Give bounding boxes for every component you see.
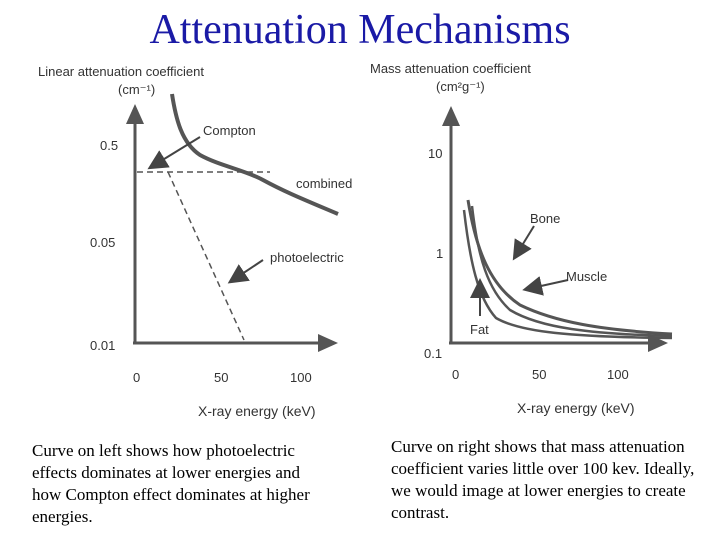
left-x-tick-100: 100	[290, 370, 312, 385]
right-y-tick-0.1: 0.1	[424, 346, 442, 361]
left-y-tick-0.5: 0.5	[100, 138, 118, 153]
left-y-axis-title: Linear attenuation coefficient	[38, 64, 204, 79]
fat-curve	[462, 209, 673, 340]
left-y-axis-arrowhead	[126, 104, 144, 124]
left-x-tick-0: 0	[133, 370, 140, 385]
combined-curve	[170, 93, 339, 216]
compton-pointer-arrow	[147, 136, 201, 170]
right-graph: Mass attenuation coefficient (cm²g⁻¹) 10…	[370, 61, 673, 416]
muscle-pointer-arrow	[522, 276, 569, 296]
right-y-tick-10: 10	[428, 146, 442, 161]
right-x-tick-0: 0	[452, 367, 459, 382]
right-caption: Curve on right shows that mass attenuati…	[391, 437, 695, 522]
left-x-axis-arrowhead	[318, 334, 338, 352]
photoelectric-curve	[167, 171, 245, 341]
combined-label: combined	[296, 176, 352, 191]
right-y-axis-arrowhead	[442, 106, 460, 126]
bone-label: Bone	[530, 211, 560, 226]
right-x-axis-title: X-ray energy (keV)	[517, 400, 634, 416]
muscle-label: Muscle	[566, 269, 607, 284]
left-y-axis-unit: (cm⁻¹)	[118, 82, 155, 97]
bone-curve	[466, 199, 673, 336]
right-y-tick-1: 1	[436, 246, 443, 261]
bone-pointer-arrow	[512, 225, 535, 261]
right-x-tick-100: 100	[607, 367, 629, 382]
fat-label: Fat	[470, 322, 489, 337]
left-caption: Curve on left shows how photoelectric ef…	[32, 441, 310, 526]
right-y-axis-title: Mass attenuation coefficient	[370, 61, 531, 76]
photoelectric-label: photoelectric	[270, 250, 344, 265]
left-y-tick-0.05: 0.05	[90, 235, 115, 250]
compton-label: Compton	[203, 123, 256, 138]
slide-title: Attenuation Mechanisms	[149, 7, 571, 53]
left-graph: Linear attenuation coefficient (cm⁻¹) 0.…	[38, 64, 352, 419]
photoelectric-pointer-arrow	[227, 259, 264, 284]
right-y-axis-unit: (cm²g⁻¹)	[436, 79, 485, 94]
left-x-tick-50: 50	[214, 370, 228, 385]
muscle-curve	[470, 205, 673, 338]
left-y-tick-0.01: 0.01	[90, 338, 115, 353]
right-x-tick-50: 50	[532, 367, 546, 382]
left-x-axis-title: X-ray energy (keV)	[198, 403, 315, 419]
